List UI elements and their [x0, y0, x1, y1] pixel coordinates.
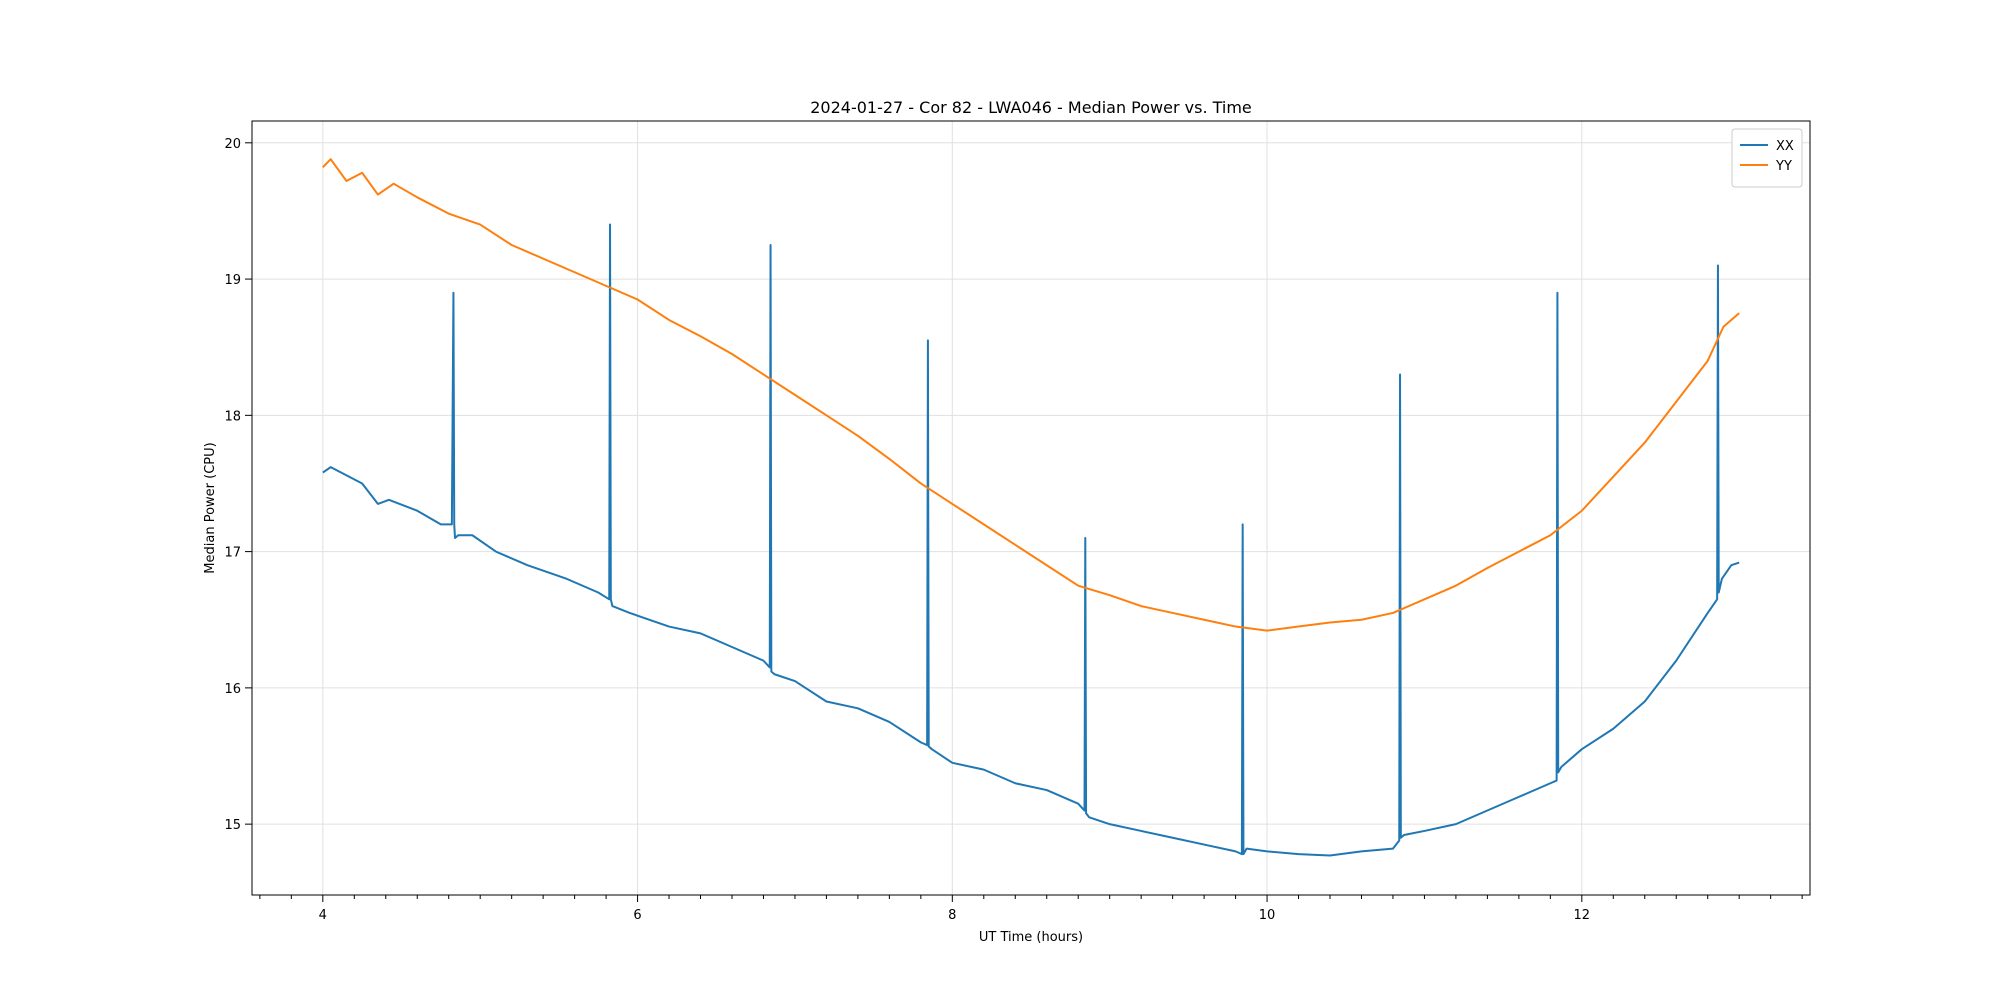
x-tick-label: 8	[948, 908, 956, 923]
y-tick-label: 17	[224, 546, 241, 561]
x-tick-label: 10	[1259, 908, 1276, 923]
y-tick-label: 16	[224, 682, 241, 697]
legend-label-yy: YY	[1775, 159, 1792, 174]
legend: XX YY	[1731, 128, 1803, 188]
series-layer	[322, 158, 1740, 857]
grid	[252, 121, 1810, 895]
x-tick-label: 12	[1574, 908, 1591, 923]
y-axis-title: Median Power (CPU)	[203, 442, 218, 573]
chart-title: 2024-01-27 - Cor 82 - LWA046 - Median Po…	[810, 98, 1252, 117]
x-axis-title: UT Time (hours)	[979, 930, 1083, 945]
series-line-yy	[322, 158, 1740, 632]
x-tick-label: 6	[633, 908, 641, 923]
legend-label-xx: XX	[1776, 139, 1794, 154]
y-tick-label: 18	[224, 409, 241, 424]
series-line-xx	[322, 223, 1740, 857]
y-tick-label: 15	[224, 818, 241, 833]
plot-frame	[251, 120, 1811, 896]
x-tick-label: 4	[319, 908, 327, 923]
ticks: 4 6 8 10 12 15 16 17 18 19 20	[224, 137, 1803, 923]
y-tick-label: 20	[224, 137, 241, 152]
legend-box	[1731, 128, 1803, 188]
y-tick-label: 19	[224, 273, 241, 288]
